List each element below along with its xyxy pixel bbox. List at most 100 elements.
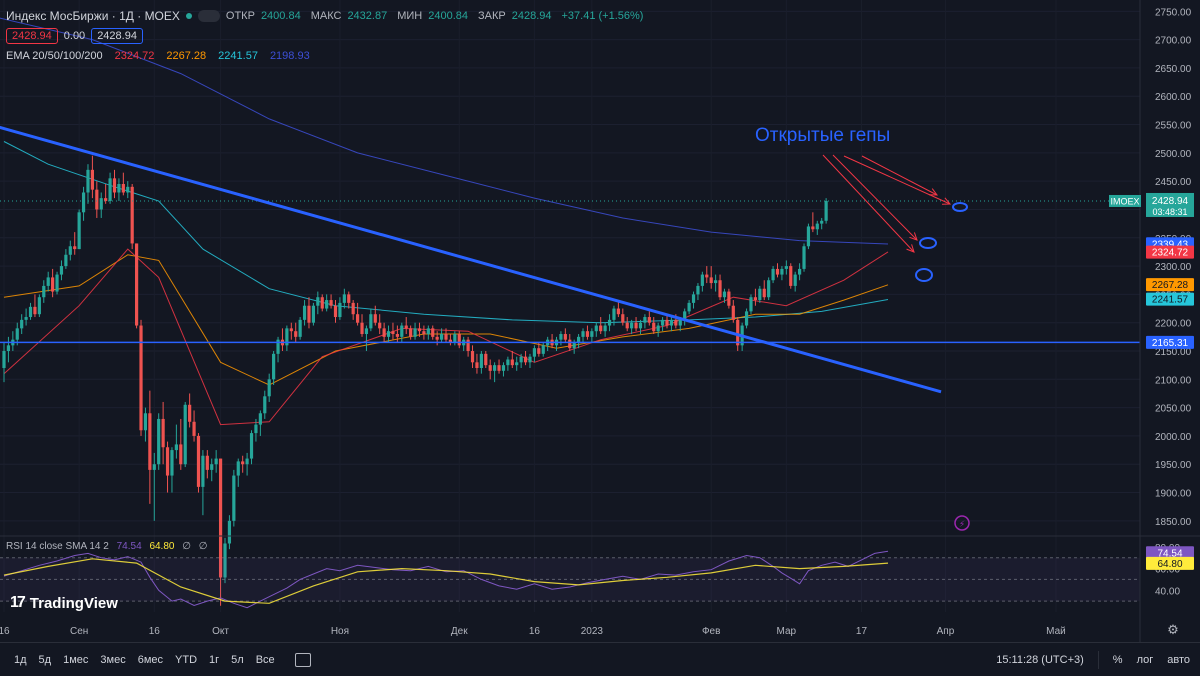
gap-arrow[interactable] [861, 155, 938, 196]
candle-body[interactable] [607, 319, 612, 326]
candle-body[interactable] [581, 331, 585, 337]
visibility-toggle-icon[interactable] [197, 10, 220, 22]
timeframe-5d[interactable]: 5д [38, 653, 52, 666]
candle-body[interactable] [616, 308, 620, 315]
candle-body[interactable] [811, 226, 815, 230]
candle-body[interactable] [316, 297, 320, 306]
alert-lightning-icon[interactable] [954, 515, 970, 531]
candle-body[interactable] [2, 351, 6, 368]
tradingview-logo[interactable]: 17 TradingView [10, 594, 118, 612]
candle-body[interactable] [135, 243, 139, 326]
candle-body[interactable] [254, 424, 258, 434]
candle-body[interactable] [660, 319, 665, 326]
candle-body[interactable] [42, 285, 46, 298]
candle-body[interactable] [413, 328, 417, 337]
candle-body[interactable] [683, 311, 687, 320]
candle-body[interactable] [165, 447, 170, 476]
candle-body[interactable] [621, 314, 625, 323]
candle-body[interactable] [577, 336, 581, 343]
candle-body[interactable] [744, 311, 749, 326]
candle-body[interactable] [435, 336, 439, 340]
timeframe-3m[interactable]: 3мес [100, 653, 126, 666]
candle-body[interactable] [302, 305, 307, 320]
candle-body[interactable] [652, 322, 656, 332]
candle-body[interactable] [369, 314, 373, 329]
candle-body[interactable] [289, 328, 293, 332]
candle-body[interactable] [563, 334, 567, 340]
candle-body[interactable] [99, 198, 103, 210]
candle-body[interactable] [767, 280, 771, 298]
gap-circle[interactable] [919, 237, 937, 249]
gap-arrow[interactable] [843, 155, 951, 205]
auto-scale-button[interactable]: авто [1167, 653, 1190, 666]
candle-body[interactable] [214, 458, 218, 465]
candle-body[interactable] [179, 444, 183, 465]
candle-body[interactable] [466, 339, 470, 352]
candle-body[interactable] [497, 365, 501, 371]
candle-body[interactable] [258, 413, 262, 425]
candles[interactable] [0, 155, 1140, 606]
candle-body[interactable] [126, 186, 130, 193]
candle-body[interactable] [391, 331, 395, 335]
gap-arrow[interactable] [822, 154, 915, 253]
candle-body[interactable] [201, 455, 205, 487]
candle-body[interactable] [210, 464, 214, 470]
candle-body[interactable] [705, 274, 709, 278]
candle-body[interactable] [625, 322, 629, 329]
candle-body[interactable] [46, 277, 50, 286]
candle-body[interactable] [484, 353, 488, 366]
candle-body[interactable] [152, 464, 156, 470]
candle-body[interactable] [294, 331, 298, 337]
gap-circle[interactable] [952, 202, 968, 212]
candle-body[interactable] [33, 306, 37, 315]
candle-body[interactable] [298, 319, 302, 337]
gap-arrow[interactable] [832, 154, 918, 241]
timeframe-1d[interactable]: 1д [14, 653, 27, 666]
candle-body[interactable] [488, 365, 492, 371]
candle-body[interactable] [669, 319, 674, 326]
clock-timezone[interactable]: 15:11:28 (UTC+3) [996, 653, 1084, 666]
candle-body[interactable] [603, 325, 607, 332]
candle-body[interactable] [506, 359, 510, 366]
candle-body[interactable] [426, 328, 430, 335]
buy-price-button[interactable]: 2428.94 [91, 28, 143, 44]
timeframe-1m[interactable]: 1мес [63, 653, 89, 666]
candle-body[interactable] [479, 353, 483, 368]
candle-body[interactable] [333, 305, 338, 318]
candle-body[interactable] [267, 379, 271, 397]
candle-body[interactable] [148, 413, 152, 470]
candle-body[interactable] [55, 274, 59, 292]
candle-body[interactable] [86, 169, 90, 193]
candle-body[interactable] [422, 331, 426, 335]
gap-circle[interactable] [915, 268, 933, 282]
candle-body[interactable] [245, 458, 249, 465]
candle-body[interactable] [758, 288, 762, 301]
candle-body[interactable] [170, 450, 174, 476]
timeframe-1y[interactable]: 1г [209, 653, 220, 666]
candle-body[interactable] [117, 183, 121, 193]
candle-body[interactable] [753, 297, 757, 301]
candle-body[interactable] [444, 334, 448, 340]
ema-indicator-label[interactable]: EMA 20/50/100/200 [6, 50, 103, 62]
candle-body[interactable] [241, 461, 245, 465]
candle-body[interactable] [223, 543, 227, 578]
timeframe-all[interactable]: Все [255, 653, 275, 666]
candle-body[interactable] [585, 331, 590, 337]
candle-body[interactable] [263, 396, 267, 414]
candle-body[interactable] [95, 189, 99, 210]
candle-body[interactable] [307, 305, 311, 323]
candle-body[interactable] [364, 328, 369, 335]
candle-body[interactable] [749, 297, 753, 312]
candle-body[interactable] [356, 314, 360, 323]
candle-body[interactable] [161, 418, 165, 448]
candle-body[interactable] [475, 362, 479, 368]
candle-body[interactable] [802, 246, 806, 269]
candle-body[interactable] [457, 334, 461, 346]
candle-body[interactable] [15, 328, 19, 340]
candle-body[interactable] [700, 274, 704, 286]
candle-body[interactable] [276, 339, 280, 354]
candle-body[interactable] [727, 291, 731, 306]
candle-body[interactable] [687, 302, 691, 312]
candle-body[interactable] [59, 266, 64, 275]
candle-body[interactable] [139, 325, 143, 431]
